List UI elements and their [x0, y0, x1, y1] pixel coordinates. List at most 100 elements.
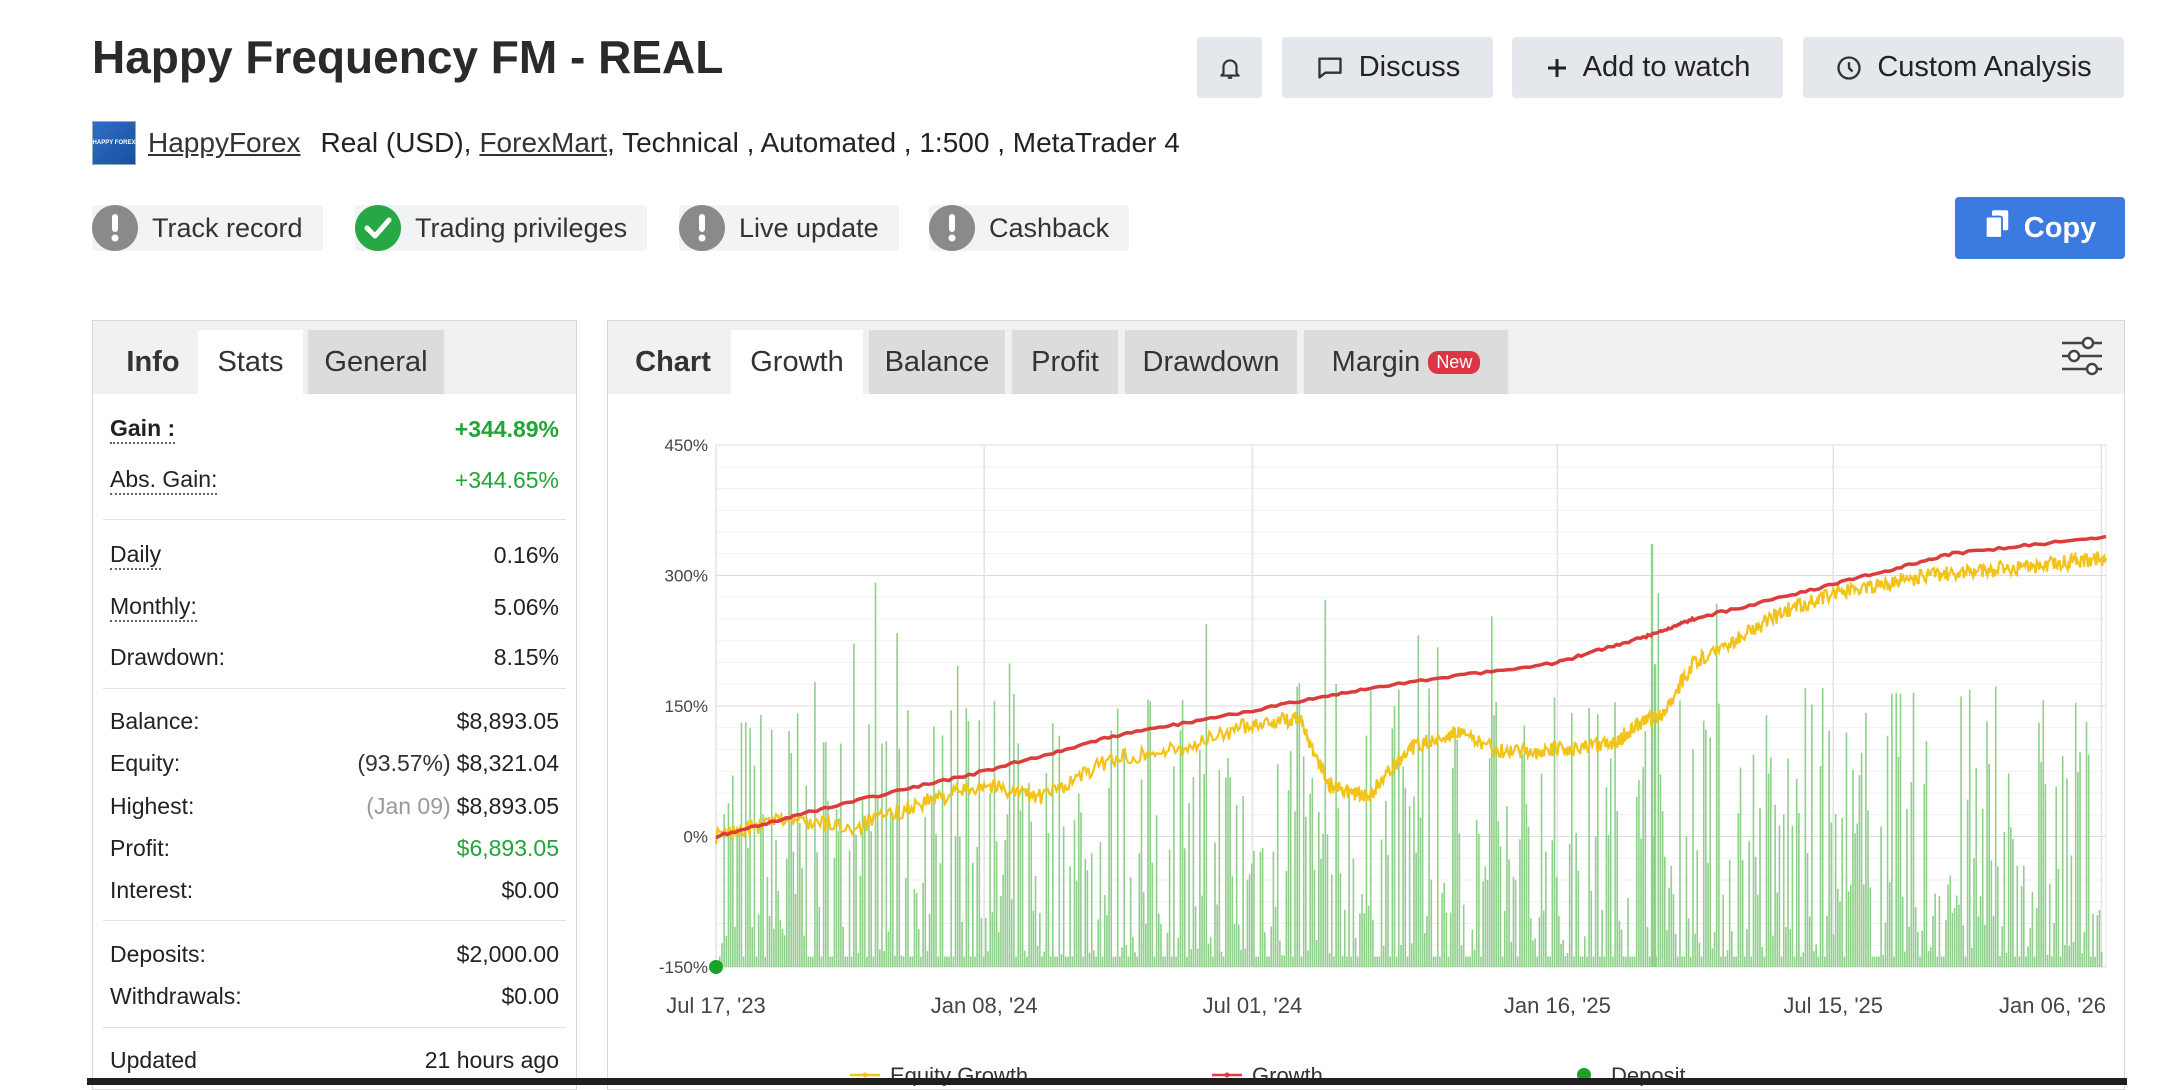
activity-bar: [1886, 735, 1889, 967]
tab-margin[interactable]: Margin New: [1304, 330, 1508, 394]
tab-chart[interactable]: Chart: [635, 345, 711, 378]
activity-bar: [1279, 940, 1281, 967]
activity-bar: [946, 956, 948, 967]
activity-bar: [2057, 868, 2060, 967]
activity-bar: [1058, 735, 1061, 967]
activity-bar: [1525, 803, 1528, 967]
activity-bar: [1551, 840, 1554, 967]
activity-bar: [1227, 757, 1229, 967]
activity-bar: [777, 890, 779, 967]
badge-live-update[interactable]: Live update: [679, 205, 899, 251]
broker-link[interactable]: ForexMart: [479, 127, 608, 158]
activity-bar: [1257, 956, 1260, 967]
discuss-button[interactable]: Discuss: [1282, 37, 1493, 98]
activity-bar: [1906, 808, 1908, 967]
activity-bar: [1614, 702, 1616, 967]
tab-drawdown[interactable]: Drawdown: [1125, 330, 1297, 394]
activity-bar: [1039, 912, 1041, 967]
tab-growth[interactable]: Growth: [731, 330, 863, 394]
activity-bar: [1127, 956, 1130, 967]
add-to-watch-button[interactable]: Add to watch: [1512, 37, 1783, 98]
activity-bar: [889, 811, 892, 967]
tab-general[interactable]: General: [308, 330, 444, 394]
activity-bar: [2053, 923, 2055, 967]
activity-bar: [1508, 859, 1510, 967]
account-type: Real (USD),: [320, 127, 472, 158]
activity-bar: [2055, 786, 2058, 967]
activity-bar: [1826, 915, 1828, 967]
activity-bar: [1149, 701, 1151, 967]
badge-cashback[interactable]: Cashback: [929, 205, 1130, 251]
activity-bar: [1281, 955, 1283, 967]
activity-bar: [1380, 839, 1383, 967]
activity-bar: [1858, 775, 1861, 967]
tab-profit[interactable]: Profit: [1012, 330, 1118, 394]
badge-track-record[interactable]: Track record: [92, 205, 323, 251]
activity-bar: [2003, 831, 2006, 967]
activity-bar: [1266, 956, 1268, 967]
gain-label[interactable]: Gain :: [110, 415, 176, 444]
activity-bar: [1333, 956, 1335, 967]
activity-bar: [1661, 811, 1664, 967]
activity-bar: [859, 875, 862, 967]
activity-bar: [1069, 866, 1071, 967]
activity-bar: [1687, 918, 1690, 967]
provider-link[interactable]: HappyForex: [148, 127, 301, 158]
activity-bar: [1795, 778, 1798, 967]
activity-bar: [1054, 956, 1056, 967]
activity-bar: [1737, 813, 1740, 967]
activity-bar: [1147, 699, 1149, 967]
activity-bar: [967, 721, 970, 967]
stat-highest: Highest: (Jan 09) $8,893.05: [110, 789, 559, 823]
activity-bar: [1077, 793, 1080, 967]
activity-bar: [1019, 810, 1022, 967]
activity-bar: [1955, 895, 1958, 967]
activity-bar: [1047, 833, 1050, 967]
activity-bar: [1566, 953, 1569, 967]
activity-bar: [1136, 956, 1138, 967]
tab-info[interactable]: Info: [126, 345, 180, 378]
activity-bar: [1538, 916, 1541, 967]
activity-bar: [1263, 932, 1266, 967]
activity-bar: [2020, 886, 2023, 967]
activity-bar: [1979, 896, 1982, 967]
notify-button[interactable]: [1197, 37, 1262, 98]
activity-bar: [1547, 956, 1549, 967]
divider: [103, 1027, 566, 1028]
badge-trading-privileges[interactable]: Trading privileges: [355, 205, 648, 251]
activity-bar: [809, 956, 812, 967]
activity-bar: [1949, 875, 1952, 967]
tab-balance[interactable]: Balance: [869, 330, 1005, 394]
abs-gain-value: +344.65%: [454, 466, 559, 493]
activity-bar: [1348, 791, 1350, 967]
deposits-value: $2,000.00: [456, 940, 559, 967]
abs-gain-label[interactable]: Abs. Gain:: [110, 466, 218, 495]
activity-bar: [1700, 956, 1703, 967]
monthly-label[interactable]: Monthly:: [110, 593, 197, 622]
activity-bar: [1177, 937, 1180, 967]
activity-bar: [1867, 810, 1869, 967]
activity-bar: [1932, 916, 1934, 967]
activity-bar: [1404, 787, 1407, 967]
activity-bar: [2059, 956, 2062, 967]
updated-value: 21 hours ago: [424, 1046, 559, 1073]
stat-equity: Equity: (93.57%) $8,321.04: [110, 746, 559, 780]
activity-bar: [1759, 808, 1761, 967]
custom-analysis-button[interactable]: Custom Analysis: [1803, 37, 2124, 98]
activity-bar: [1244, 948, 1247, 967]
activity-bar: [2098, 910, 2101, 967]
daily-label[interactable]: Daily: [110, 541, 162, 570]
activity-bar: [1854, 833, 1856, 967]
activity-bar: [840, 743, 842, 967]
activity-bar: [1175, 956, 1177, 967]
activity-bar: [1238, 924, 1240, 967]
activity-bar: [2061, 755, 2064, 967]
activity-bar: [1309, 793, 1311, 967]
tab-stats[interactable]: Stats: [198, 330, 303, 394]
activity-bar: [1586, 956, 1588, 967]
copy-button[interactable]: Copy: [1955, 197, 2125, 259]
activity-bar: [1763, 956, 1766, 967]
activity-bar: [1181, 699, 1184, 967]
chart-settings-icon[interactable]: [2060, 334, 2104, 383]
activity-bar: [1337, 807, 1340, 967]
